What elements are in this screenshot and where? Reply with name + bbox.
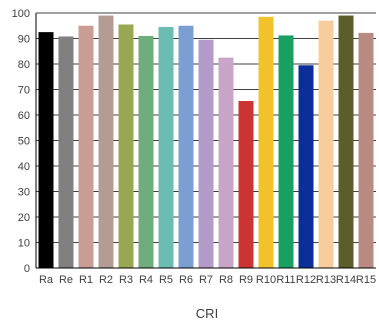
x-tick-label: R2 xyxy=(99,274,113,286)
bar-ra xyxy=(38,32,54,268)
bar-re xyxy=(58,36,74,269)
y-tick-label: 60 xyxy=(18,110,30,122)
x-tick-label: R10 xyxy=(256,274,276,286)
x-tick-label: R6 xyxy=(179,274,193,286)
x-tick-label: R4 xyxy=(139,274,153,286)
x-tick-label: Ra xyxy=(39,274,54,286)
bar-r14 xyxy=(338,15,354,268)
x-tick-label: R5 xyxy=(159,274,173,286)
y-tick-label: 40 xyxy=(18,161,30,173)
bar-r13 xyxy=(318,20,334,269)
bar-r11 xyxy=(278,35,294,268)
x-tick-label: R13 xyxy=(316,274,336,286)
bar-r3 xyxy=(118,24,134,268)
y-tick-label: 0 xyxy=(24,263,30,275)
x-tick-labels: Ra Re R1 R2 R3 R4 R5 R6 R7 R8 R9 R10 R11 R12 R13 R14 R15 xyxy=(39,274,376,286)
x-tick-label: R9 xyxy=(239,274,253,286)
bar-r8 xyxy=(218,57,234,268)
x-tick-label: R7 xyxy=(199,274,213,286)
x-tick-label: R15 xyxy=(356,274,376,286)
y-tick-label: 100 xyxy=(12,8,30,20)
bar-r6 xyxy=(178,25,194,268)
axes xyxy=(35,13,376,269)
y-tick-label: 50 xyxy=(18,136,30,148)
x-tick-label: R1 xyxy=(79,274,93,286)
y-tick-label: 70 xyxy=(18,85,30,97)
bar-r4 xyxy=(138,35,154,269)
bars xyxy=(38,15,374,269)
bar-r1 xyxy=(78,25,94,268)
x-tick-label: R12 xyxy=(296,274,316,286)
x-tick-label: R8 xyxy=(219,274,233,286)
y-tick-label: 90 xyxy=(18,34,30,46)
x-axis-label: CRI xyxy=(196,306,218,321)
bar-r12 xyxy=(298,65,314,269)
y-tick-label: 10 xyxy=(18,238,30,250)
y-tick-label: 80 xyxy=(18,59,30,71)
y-tick-labels: 0 10 20 30 40 50 60 70 80 90 100 xyxy=(12,8,30,275)
y-tick-label: 30 xyxy=(18,187,30,199)
x-tick-label: R14 xyxy=(336,274,356,286)
x-tick-label: R11 xyxy=(276,274,295,286)
bar-r5 xyxy=(158,27,174,269)
x-tick-label: Re xyxy=(59,274,73,286)
bar-r2 xyxy=(98,15,114,268)
bar-r9 xyxy=(238,100,254,268)
bar-r15 xyxy=(358,32,374,268)
bar-r10 xyxy=(258,16,274,269)
x-tick-label: R3 xyxy=(119,274,133,286)
y-tick-label: 20 xyxy=(18,212,30,224)
bar-r7 xyxy=(198,39,214,269)
